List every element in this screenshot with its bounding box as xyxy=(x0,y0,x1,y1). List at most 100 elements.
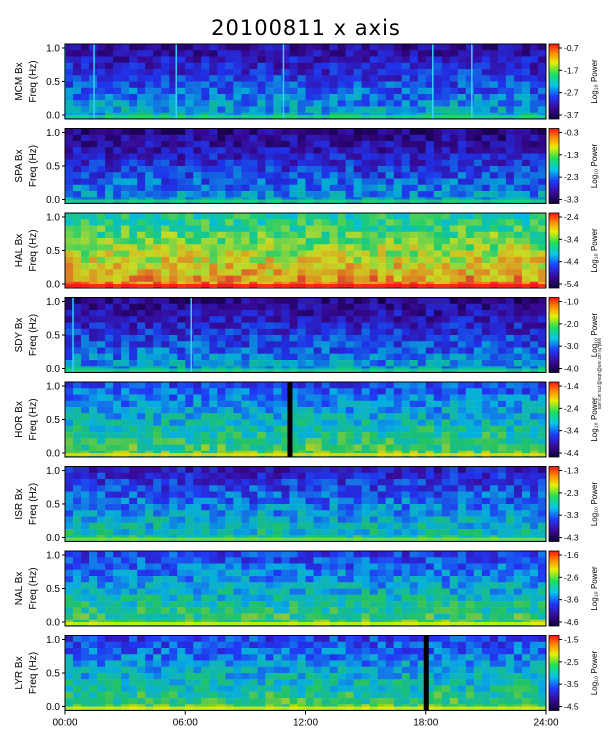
spectrogram-cell xyxy=(65,485,74,492)
spectrogram-cell xyxy=(529,128,539,136)
spectrogram-cell xyxy=(137,576,146,583)
spectrogram-cell xyxy=(265,147,274,154)
spectrogram-cell xyxy=(465,75,475,82)
spectrogram-cell xyxy=(409,510,419,517)
spectrogram-cell xyxy=(345,413,354,420)
y-tick-label: 0.0 xyxy=(46,195,60,206)
spectrogram-cell xyxy=(73,106,82,114)
spectrogram-cell xyxy=(121,335,130,342)
spectrogram-cell xyxy=(185,166,194,173)
spectrogram-cell xyxy=(369,522,378,530)
spectrogram-cell xyxy=(289,594,298,602)
spectrogram-cell xyxy=(401,238,411,245)
y-tick-label: 1.0 xyxy=(46,297,60,308)
spectrogram-cell xyxy=(121,479,130,486)
spectrogram-cell xyxy=(345,134,354,142)
spectrogram-cell xyxy=(377,522,386,530)
spectrogram-cell xyxy=(337,328,346,336)
spectrogram-cell xyxy=(145,557,154,564)
spectrogram-cell xyxy=(249,347,258,355)
spectrogram-cell xyxy=(393,75,402,82)
spectrogram-cell xyxy=(145,191,154,198)
spectrogram-cell xyxy=(241,335,250,342)
spectrogram-cell xyxy=(473,400,483,408)
spectrogram-cell xyxy=(185,328,194,336)
spectrogram-cell xyxy=(81,106,90,114)
spectrogram-cell xyxy=(185,607,194,614)
spectrogram-cell xyxy=(473,504,483,511)
spectrogram-cell xyxy=(225,413,234,420)
spectrogram-cell xyxy=(169,510,178,517)
spectrogram-cell xyxy=(361,613,370,621)
spectrogram-cell xyxy=(113,522,122,530)
spectrogram-cell xyxy=(169,419,178,427)
spectrogram-cell xyxy=(401,466,411,474)
spectrogram-cell xyxy=(529,407,539,414)
spectrogram-cell xyxy=(329,87,338,95)
spectrogram-cell xyxy=(465,159,475,167)
spectrogram-cell xyxy=(433,516,443,524)
spectrogram-cell xyxy=(513,388,523,395)
spectrogram-cell xyxy=(521,316,531,323)
spectrogram-cell xyxy=(257,184,266,192)
spectrogram-cell xyxy=(489,231,499,239)
spectrogram-cell xyxy=(313,516,322,524)
spectrogram-cell xyxy=(433,184,443,192)
spectrogram-cell xyxy=(73,516,82,524)
spectrogram-cell xyxy=(257,100,266,107)
spectrogram-cell xyxy=(233,310,242,317)
spectrogram-cell xyxy=(417,219,427,226)
spectrogram-cell xyxy=(377,388,386,395)
spectrogram-cell xyxy=(393,601,402,608)
spectrogram-cell xyxy=(401,213,411,220)
spectrogram-cell xyxy=(225,328,234,336)
spectrogram-cell xyxy=(449,438,459,445)
spectrogram-cell xyxy=(225,529,234,536)
spectrogram-cell xyxy=(121,141,130,148)
spectrogram-cell xyxy=(193,191,202,198)
spectrogram-cell xyxy=(449,432,459,439)
spectrogram-cell xyxy=(417,316,427,323)
spectrogram-cell xyxy=(265,510,274,517)
spectrogram-cell xyxy=(473,310,483,317)
spectrogram-cell xyxy=(505,504,515,511)
spectrogram-cell xyxy=(185,219,194,226)
spectrogram-cell xyxy=(385,551,394,558)
spectrogram-cell xyxy=(81,159,90,167)
spectrogram-cell xyxy=(217,250,226,258)
spectrogram-cell xyxy=(409,147,419,154)
spectrogram-cell xyxy=(193,569,202,577)
spectrogram-cell xyxy=(489,106,499,114)
spectrogram-cell xyxy=(249,444,258,452)
spectrogram-cell xyxy=(113,407,122,414)
spectrogram-cell xyxy=(401,529,411,536)
spectrogram-cell xyxy=(441,250,451,258)
spectrogram-cell xyxy=(329,50,338,57)
spectrogram-cell xyxy=(505,322,515,330)
spectrogram-cell xyxy=(97,382,106,389)
spectrogram-cell xyxy=(145,341,154,348)
spectrogram-cell xyxy=(305,504,314,511)
spectrogram-cell xyxy=(505,529,515,536)
spectrogram-cell xyxy=(201,303,210,311)
spectrogram-cell xyxy=(329,613,338,621)
spectrogram-cell xyxy=(425,69,435,76)
spectrogram-cell xyxy=(449,153,459,161)
spectrogram-cell xyxy=(385,69,394,76)
spectrogram-cell xyxy=(209,100,218,107)
spectrogram-cell xyxy=(409,322,419,330)
spectrogram-cell xyxy=(393,238,402,245)
spectrogram-cell xyxy=(329,275,338,283)
spectrogram-cell xyxy=(409,425,419,433)
spectrogram-cell xyxy=(113,153,122,161)
spectrogram-cell xyxy=(449,360,459,367)
spectrogram-cell xyxy=(433,322,443,330)
spectrogram-cell xyxy=(89,472,98,480)
spectrogram-cell xyxy=(241,382,250,389)
spectrogram-cell xyxy=(249,256,258,264)
spectrogram-cell xyxy=(417,256,427,264)
spectrogram-cell xyxy=(185,50,194,57)
spectrogram-cell xyxy=(113,219,122,226)
spectrogram-cell xyxy=(473,432,483,439)
spectrogram-cell xyxy=(145,238,154,245)
